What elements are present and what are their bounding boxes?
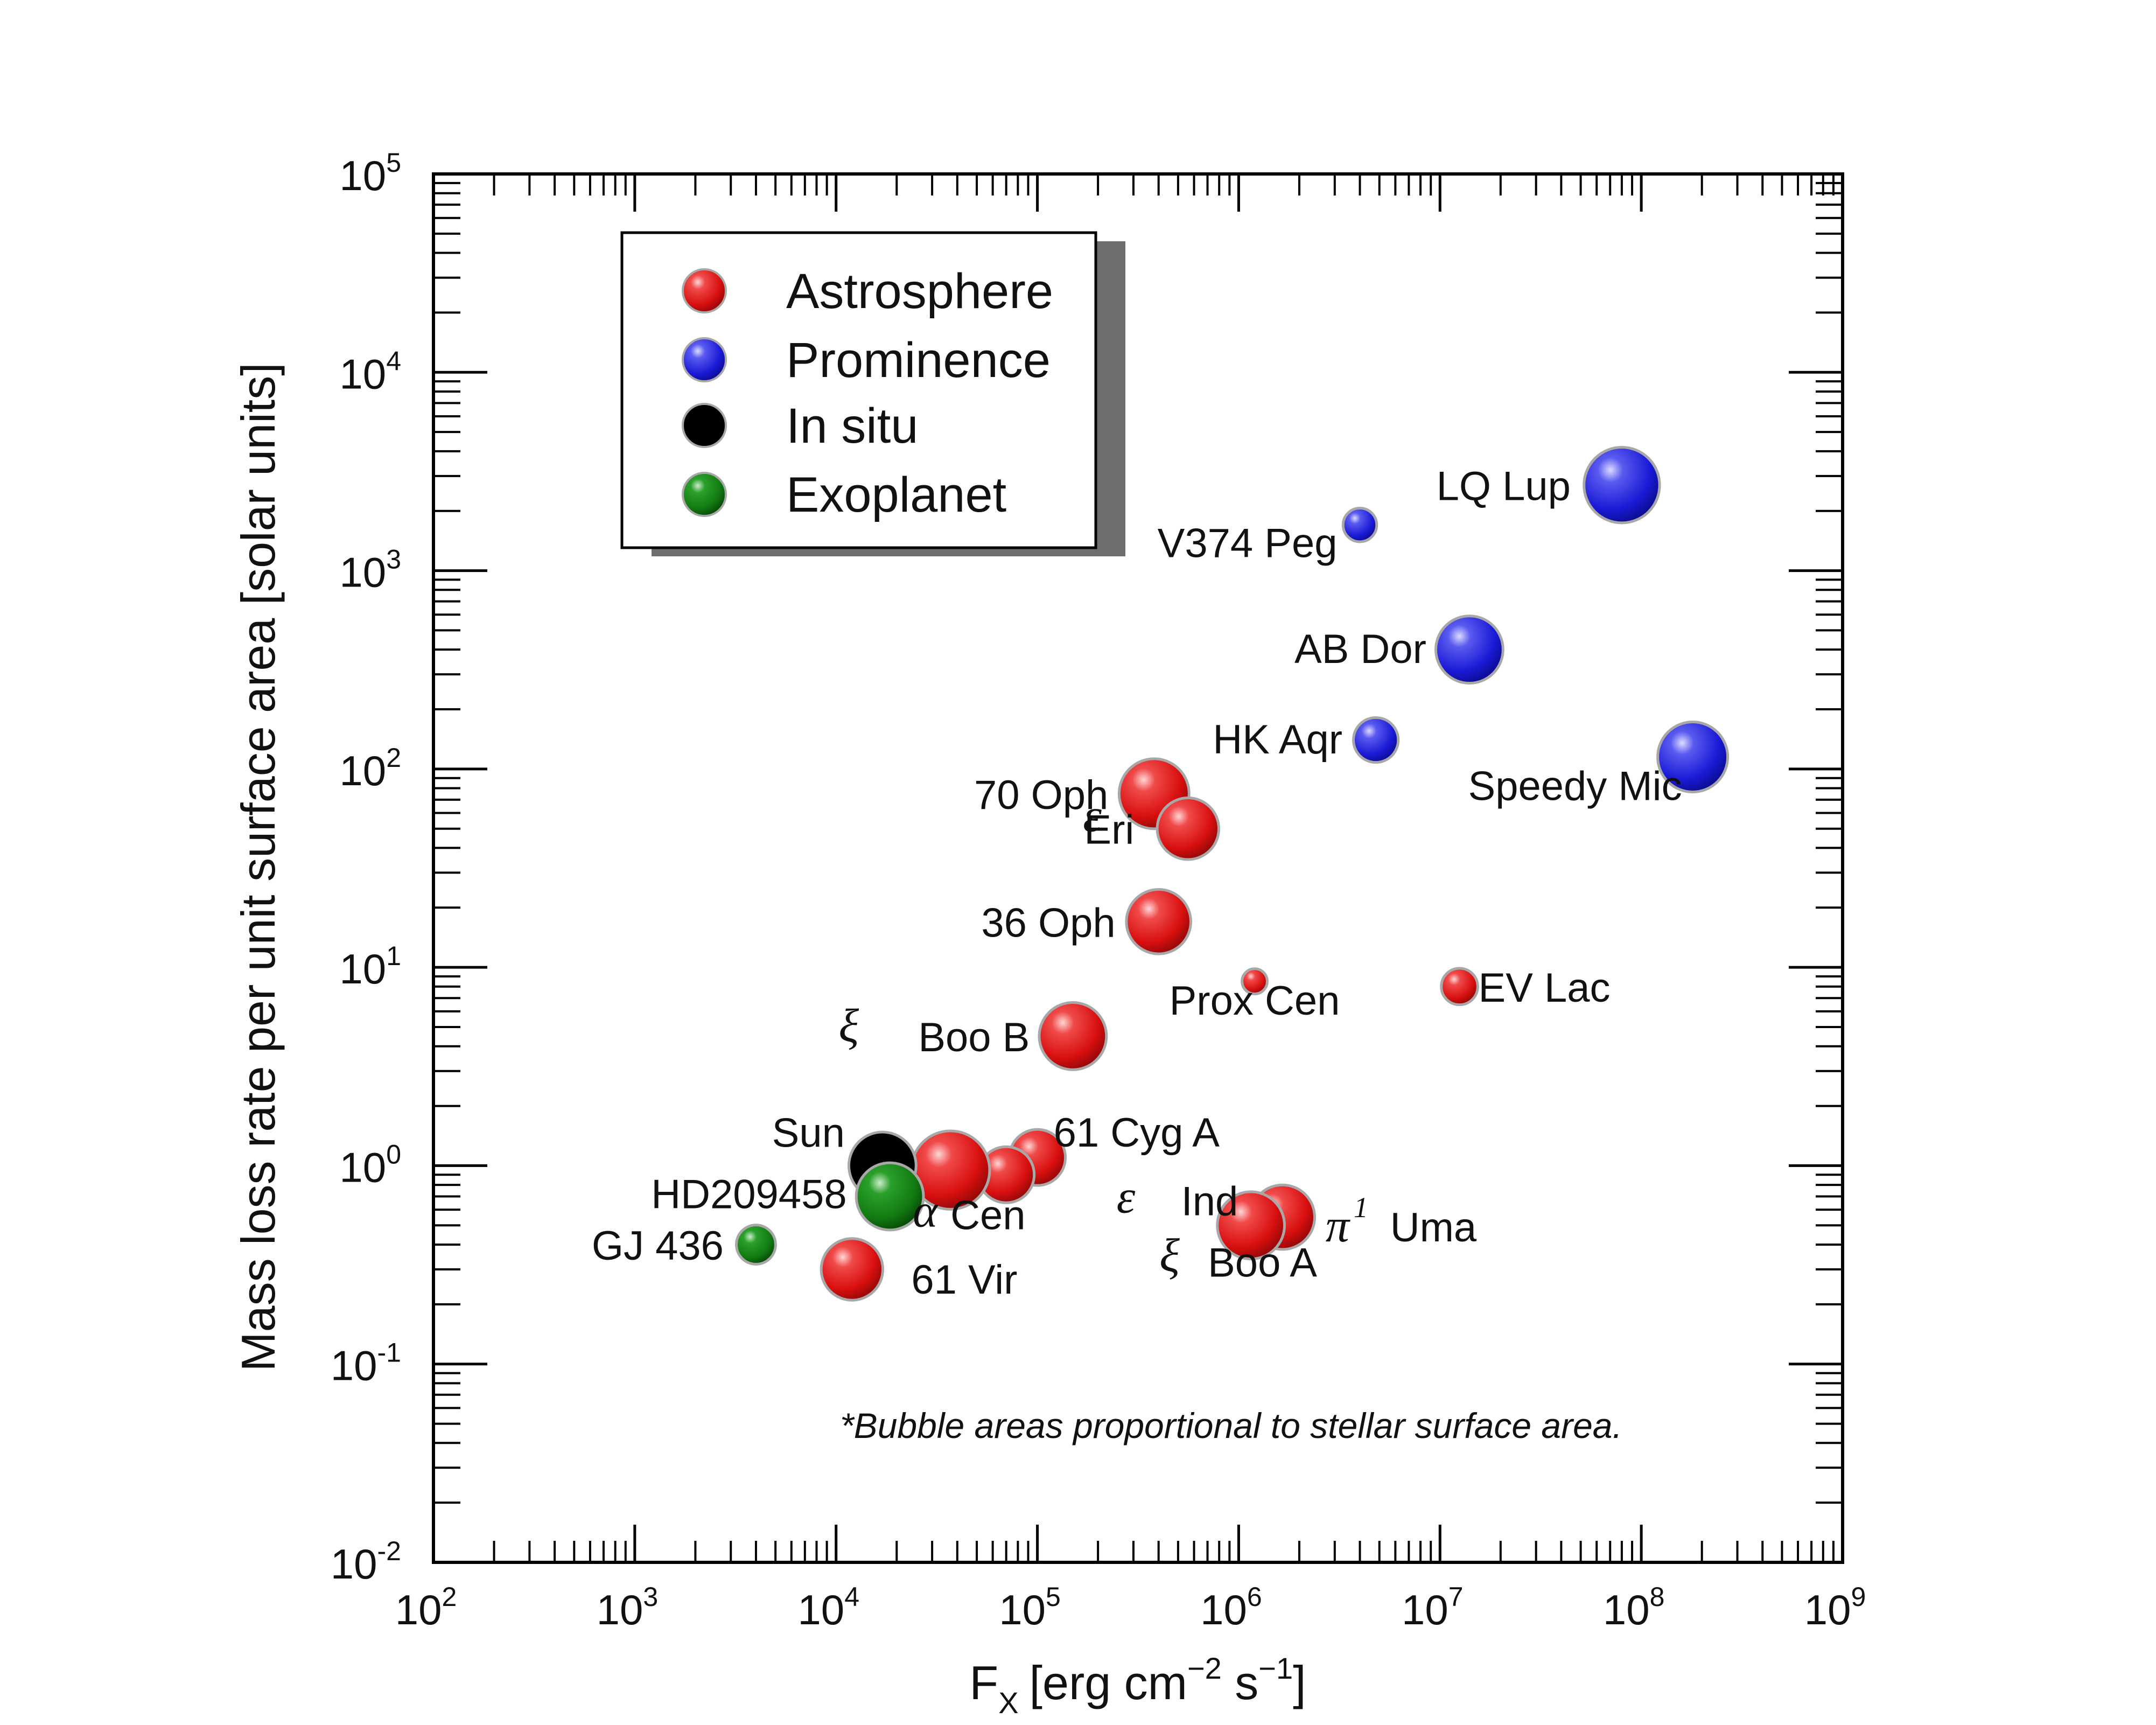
greek-symbol: ε <box>1083 790 1102 842</box>
bubble-hk-aqr <box>1352 716 1400 764</box>
bubble-boo-a <box>1216 1190 1286 1261</box>
data-points <box>735 446 1730 1302</box>
legend-label-astrosphere: Astrosphere <box>786 264 1053 319</box>
y-tick-label: 105 <box>339 148 401 199</box>
legend: Astrosphere Prominence In situ Exoplanet <box>620 231 1125 556</box>
label-sun: Sun <box>772 1110 845 1156</box>
label-36-oph: 36 Oph <box>981 900 1115 946</box>
x-tick-label: 102 <box>395 1582 457 1633</box>
bubble-prox-cen <box>1241 967 1269 996</box>
label-hd209458: HD209458 <box>651 1171 846 1217</box>
legend-swatch-prominence <box>682 337 727 382</box>
label-speedy-mic: Speedy Mic <box>1468 764 1682 809</box>
y-tick-label: 104 <box>339 346 401 397</box>
label-cen: Cen <box>950 1193 1025 1239</box>
label-eri: Eri <box>1084 807 1134 853</box>
y-tick-label: 101 <box>339 941 401 993</box>
x-tick-labels: 102 103 104 105 106 107 108 109 <box>395 1582 1866 1633</box>
bubble-36-oph <box>1125 888 1192 955</box>
greek-symbol: ξ <box>838 1000 859 1052</box>
bubble-ab-dor <box>1434 614 1504 685</box>
bubble-ev-lac <box>1440 967 1479 1007</box>
minor-ticks <box>433 174 1843 1562</box>
y-tick-label: 100 <box>339 1139 401 1191</box>
label-gj-436: GJ 436 <box>592 1223 724 1269</box>
y-tick-label: 103 <box>339 544 401 596</box>
x-tick-label: 103 <box>597 1582 659 1633</box>
point-labels: LQ Lup V374 Peg AB Dor HK Aqr Speedy Mic 70 O… <box>592 464 1682 1303</box>
label-boo-a: Boo A <box>1208 1240 1317 1286</box>
bubble-v374-peg <box>1341 507 1378 543</box>
x-tick-label: 106 <box>1200 1582 1262 1633</box>
bubble-eri <box>1156 797 1220 861</box>
label-prox-cen: Prox Cen <box>1170 978 1340 1024</box>
x-tick-label: 105 <box>999 1582 1061 1633</box>
bubble-hd209458 <box>855 1161 925 1232</box>
label-ab-dor: AB Dor <box>1294 626 1426 672</box>
legend-swatch-exoplanet <box>682 472 727 517</box>
legend-label-prominence: Prominence <box>786 333 1051 388</box>
x-tick-label: 108 <box>1603 1582 1665 1633</box>
legend-label-exoplanet: Exoplanet <box>786 467 1006 522</box>
y-tick-label: 10-2 <box>331 1536 401 1588</box>
y-axis-title: Mass loss rate per unit surface area [so… <box>232 362 285 1371</box>
bubble-lq-lup <box>1583 446 1661 525</box>
label-hk-aqr: HK Aqr <box>1213 717 1342 763</box>
y-tick-labels: 10-2 10-1 100 101 102 103 104 105 <box>331 148 401 1588</box>
legend-swatch-astrosphere <box>682 268 727 313</box>
label-lq-lup: LQ Lup <box>1437 464 1571 509</box>
plot-frame <box>432 172 1844 1564</box>
legend-label-in-situ: In situ <box>786 399 918 453</box>
greek-symbol: ξ <box>1159 1230 1180 1282</box>
label-v374-peg: V374 Peg <box>1158 521 1338 567</box>
x-tick-label: 107 <box>1402 1582 1464 1633</box>
label-ind: Ind <box>1181 1178 1238 1224</box>
bubble-note: *Bubble areas proportional to stellar su… <box>840 1406 1622 1445</box>
bubble-61-vir <box>820 1237 885 1302</box>
greek-symbol: α <box>913 1185 939 1238</box>
label-uma: Uma <box>1390 1205 1477 1251</box>
legend-swatch-in-situ <box>682 403 727 448</box>
x-axis-title: FX [erg cm−2 s−1] <box>969 1651 1306 1720</box>
bubble-boo-b <box>1038 1001 1108 1071</box>
label-ev-lac: EV Lac <box>1479 965 1611 1011</box>
label-70-oph: 70 Oph <box>974 772 1108 818</box>
label-boo-b: Boo B <box>918 1015 1030 1060</box>
x-tick-label: 104 <box>797 1582 859 1633</box>
bubble-gj-436 <box>735 1224 777 1266</box>
y-tick-label: 102 <box>339 743 401 794</box>
x-tick-label: 109 <box>1804 1582 1866 1633</box>
greek-symbol: ε <box>1117 1171 1136 1223</box>
label-61-cyg-a: 61 Cyg A <box>1054 1110 1220 1156</box>
label-61-vir: 61 Vir <box>911 1257 1017 1303</box>
y-tick-label: 10-1 <box>331 1338 401 1389</box>
bubble-speedy-mic <box>1656 721 1730 794</box>
